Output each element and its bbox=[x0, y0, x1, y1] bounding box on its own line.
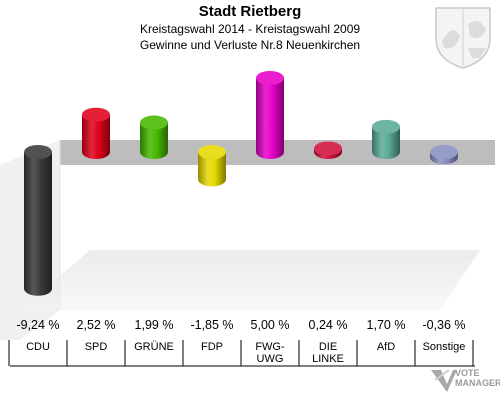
value-label: 2,52 % bbox=[76, 318, 116, 332]
votemanager-logo-icon bbox=[431, 369, 457, 392]
value-label: 1,99 % bbox=[134, 318, 174, 332]
bar-cap bbox=[430, 145, 458, 159]
value-label: -1,85 % bbox=[190, 318, 234, 332]
bar-body bbox=[256, 78, 284, 159]
bar-sonstige bbox=[430, 145, 458, 165]
category-label: GRÜNE bbox=[134, 341, 174, 353]
bar-body bbox=[198, 152, 226, 187]
value-label: -9,24 % bbox=[16, 318, 60, 332]
bar-cap bbox=[198, 145, 226, 159]
chart-title: Stadt Rietberg bbox=[198, 3, 302, 20]
category-label: CDU bbox=[26, 341, 50, 353]
votemanager-logo-text: VOTE MANAGER bbox=[455, 368, 500, 388]
bar-cap bbox=[372, 119, 400, 134]
bar-die-linke bbox=[314, 141, 342, 159]
logo-text-line-2: MANAGER bbox=[455, 378, 500, 388]
bar-cap bbox=[82, 107, 110, 122]
bar-grüne bbox=[140, 115, 168, 159]
bar-body bbox=[140, 122, 168, 159]
chart-subtitle: Kreistagswahl 2014 - Kreistagswahl 2009 bbox=[139, 22, 361, 36]
bar-cdu bbox=[24, 145, 52, 296]
category-label: FWG- UWG bbox=[255, 341, 285, 365]
bar-fdp bbox=[198, 145, 226, 187]
value-label: 5,00 % bbox=[250, 318, 290, 332]
bar-spd bbox=[82, 107, 110, 159]
category-label: AfD bbox=[376, 341, 396, 353]
category-label: DIE LINKE bbox=[312, 341, 344, 365]
bar-body bbox=[372, 126, 400, 159]
category-label: FDP bbox=[201, 341, 223, 353]
value-label: 1,70 % bbox=[366, 318, 406, 332]
bar-fwg-uwg bbox=[256, 71, 284, 159]
bar-cap bbox=[314, 141, 342, 156]
logo-text-line-1: VOTE bbox=[455, 368, 480, 378]
bar-body bbox=[24, 152, 52, 296]
chart-subtitle-2: Gewinne und Verluste Nr.8 Neuenkirchen bbox=[139, 38, 361, 52]
bar-body bbox=[82, 114, 110, 159]
bar-afd bbox=[372, 119, 400, 159]
category-label: SPD bbox=[84, 341, 108, 353]
floor-shadow bbox=[20, 250, 480, 310]
category-label: Sonstige bbox=[422, 341, 466, 353]
bar-cap bbox=[140, 115, 168, 130]
value-label: -0,36 % bbox=[422, 318, 466, 332]
bar-cap bbox=[24, 145, 52, 159]
value-label: 0,24 % bbox=[308, 318, 348, 332]
bar-cap bbox=[256, 71, 284, 85]
coat-of-arms-icon bbox=[435, 7, 491, 69]
